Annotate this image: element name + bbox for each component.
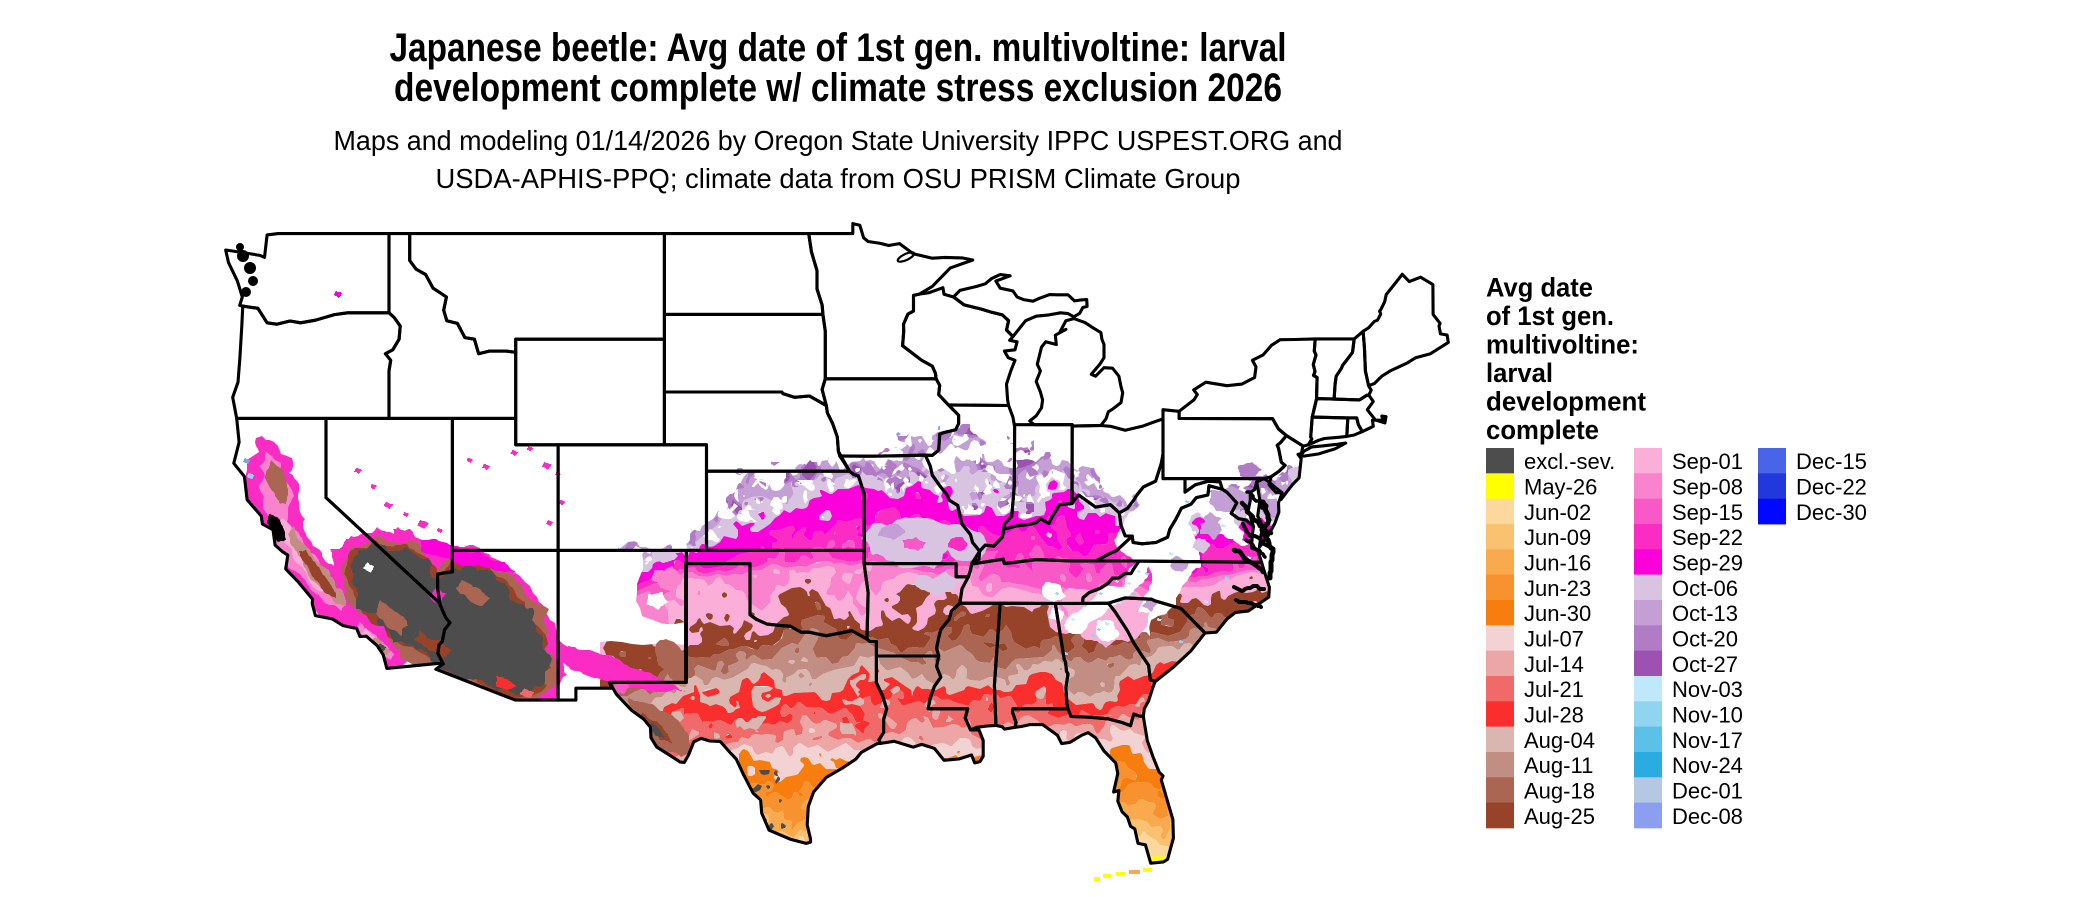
svg-text:Nov-03: Nov-03 <box>1672 677 1743 702</box>
svg-text:Jun-02: Jun-02 <box>1524 500 1591 525</box>
svg-text:Jul-14: Jul-14 <box>1524 652 1584 677</box>
svg-text:Jun-16: Jun-16 <box>1524 551 1591 576</box>
svg-text:Japanese beetle: Avg date of 1: Japanese beetle: Avg date of 1st gen. mu… <box>390 26 1287 70</box>
svg-text:larval: larval <box>1486 358 1553 388</box>
svg-text:Jun-30: Jun-30 <box>1524 601 1591 626</box>
svg-text:excl.-sev.: excl.-sev. <box>1524 449 1615 474</box>
svg-text:complete: complete <box>1486 415 1599 445</box>
svg-text:Sep-01: Sep-01 <box>1672 449 1743 474</box>
svg-text:Aug-18: Aug-18 <box>1524 779 1595 804</box>
svg-text:Nov-17: Nov-17 <box>1672 728 1743 753</box>
svg-text:Sep-22: Sep-22 <box>1672 525 1743 550</box>
svg-text:Nov-24: Nov-24 <box>1672 753 1743 778</box>
svg-text:May-26: May-26 <box>1524 475 1597 500</box>
svg-text:Dec-22: Dec-22 <box>1796 475 1867 500</box>
svg-text:Oct-13: Oct-13 <box>1672 601 1738 626</box>
svg-text:Dec-15: Dec-15 <box>1796 449 1867 474</box>
svg-text:Jun-09: Jun-09 <box>1524 525 1591 550</box>
svg-text:Aug-04: Aug-04 <box>1524 728 1595 753</box>
svg-text:USDA-APHIS-PPQ; climate data f: USDA-APHIS-PPQ; climate data from OSU PR… <box>436 163 1241 194</box>
svg-text:Sep-15: Sep-15 <box>1672 500 1743 525</box>
svg-text:Aug-25: Aug-25 <box>1524 804 1595 829</box>
svg-text:Oct-20: Oct-20 <box>1672 627 1738 652</box>
svg-text:Aug-11: Aug-11 <box>1524 753 1593 778</box>
svg-text:Dec-01: Dec-01 <box>1672 779 1743 804</box>
svg-text:development: development <box>1486 387 1646 417</box>
svg-text:of 1st gen.: of 1st gen. <box>1486 301 1614 331</box>
svg-text:Sep-08: Sep-08 <box>1672 475 1743 500</box>
svg-text:Oct-27: Oct-27 <box>1672 652 1738 677</box>
svg-text:Sep-29: Sep-29 <box>1672 551 1743 576</box>
svg-text:development complete w/ climat: development complete w/ climate stress e… <box>394 66 1282 110</box>
svg-text:Dec-08: Dec-08 <box>1672 804 1743 829</box>
svg-text:Jun-23: Jun-23 <box>1524 576 1591 601</box>
svg-text:Dec-30: Dec-30 <box>1796 500 1867 525</box>
svg-text:Jul-28: Jul-28 <box>1524 703 1584 728</box>
svg-text:Maps and modeling 01/14/2026 b: Maps and modeling 01/14/2026 by Oregon S… <box>334 125 1343 156</box>
svg-text:multivoltine:: multivoltine: <box>1486 330 1639 360</box>
svg-text:Jul-21: Jul-21 <box>1524 677 1584 702</box>
svg-text:Nov-10: Nov-10 <box>1672 703 1743 728</box>
svg-text:Oct-06: Oct-06 <box>1672 576 1738 601</box>
svg-text:Jul-07: Jul-07 <box>1524 627 1584 652</box>
svg-text:Avg date: Avg date <box>1486 273 1593 303</box>
